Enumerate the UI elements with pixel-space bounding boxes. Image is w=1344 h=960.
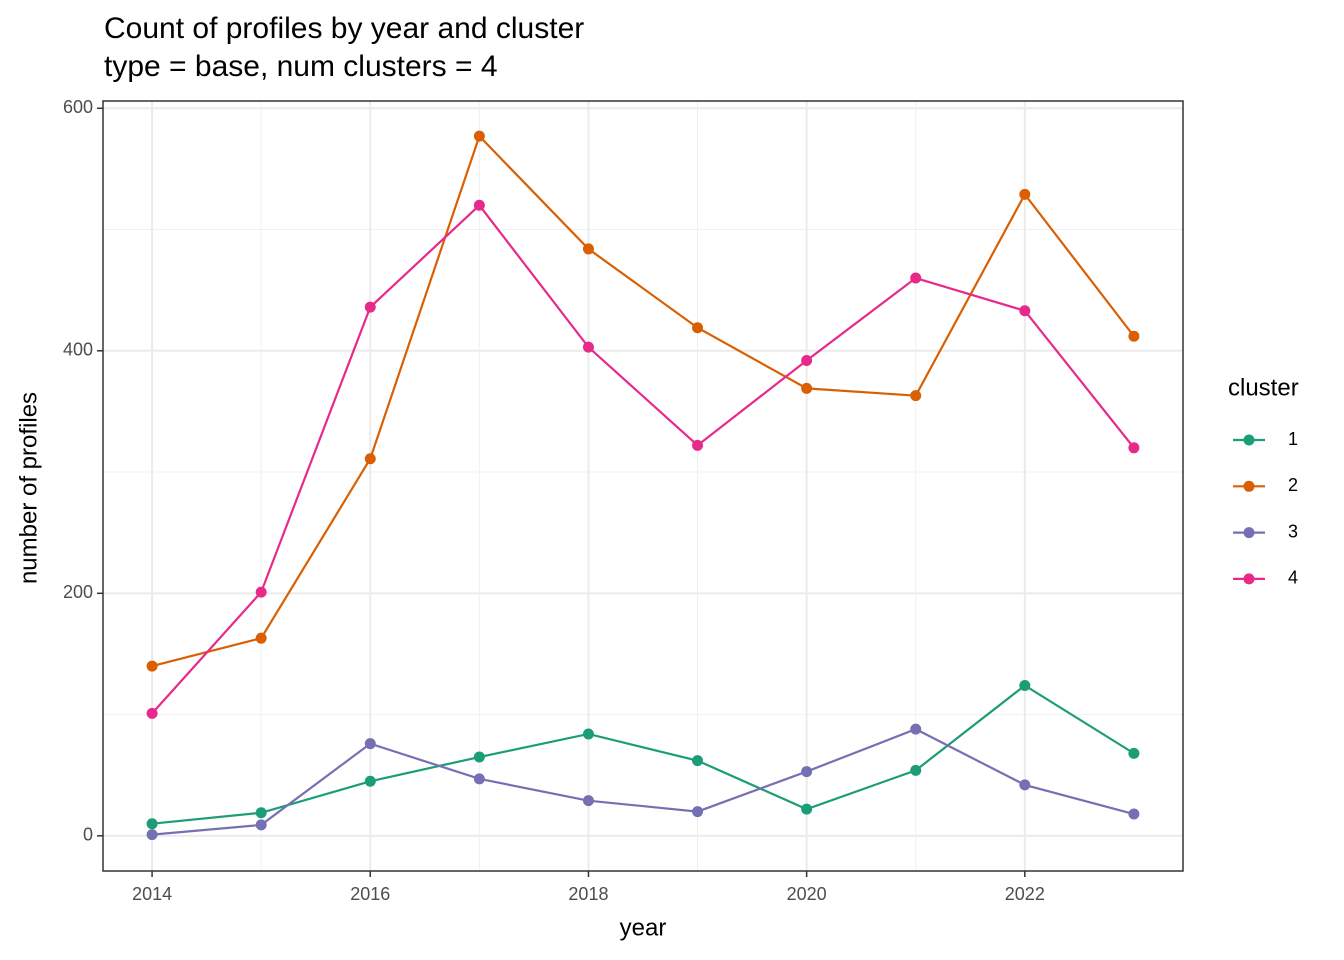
data-point — [255, 807, 267, 819]
series-line — [151, 203, 1135, 715]
data-point — [1019, 679, 1031, 691]
data-point — [146, 829, 158, 841]
x-axis-title: year — [620, 914, 667, 941]
data-point — [692, 439, 704, 451]
legend-key-point — [1243, 573, 1255, 585]
legend-label: 4 — [1288, 568, 1298, 588]
data-point — [255, 586, 267, 598]
chart-title: Count of profiles by year and cluster — [104, 12, 584, 45]
legend-label: 3 — [1288, 521, 1298, 541]
chart-subtitle: type = base, num clusters = 4 — [104, 50, 498, 83]
data-point — [1128, 808, 1140, 820]
data-point — [473, 773, 485, 785]
x-tick-label: 2022 — [1005, 884, 1045, 904]
x-tick-label: 2016 — [350, 884, 390, 904]
data-point — [1128, 442, 1140, 454]
y-axis-title: number of profiles — [15, 392, 42, 584]
data-point — [582, 243, 594, 255]
data-point — [801, 766, 813, 778]
data-point — [582, 795, 594, 807]
data-point — [146, 818, 158, 830]
data-point — [1019, 779, 1031, 791]
plot-border — [102, 100, 1184, 872]
data-point — [255, 819, 267, 831]
legend-key-point — [1243, 480, 1255, 492]
data-point — [473, 199, 485, 211]
data-point — [473, 130, 485, 142]
x-tick-label: 2014 — [132, 884, 172, 904]
data-point — [910, 390, 922, 402]
data-point — [364, 301, 376, 313]
data-point — [692, 806, 704, 818]
y-tick-label: 200 — [63, 582, 93, 602]
data-point — [146, 660, 158, 672]
data-point — [801, 354, 813, 366]
data-point — [1019, 188, 1031, 200]
series-line — [151, 727, 1135, 836]
data-point — [1019, 305, 1031, 317]
data-point — [692, 322, 704, 334]
data-point — [146, 707, 158, 719]
legend-key-point — [1243, 527, 1255, 539]
legend-title: cluster — [1228, 374, 1299, 401]
data-point — [473, 751, 485, 763]
legend-label: 1 — [1288, 429, 1298, 449]
x-tick-label: 2018 — [568, 884, 608, 904]
legend-key-point — [1243, 434, 1255, 446]
x-tick-label: 2020 — [787, 884, 827, 904]
data-point — [364, 775, 376, 787]
data-point — [692, 755, 704, 767]
data-point — [582, 341, 594, 353]
y-tick-label: 400 — [63, 340, 93, 360]
y-tick-label: 600 — [63, 97, 93, 117]
data-point — [1128, 747, 1140, 759]
series-line — [151, 684, 1135, 825]
data-point — [364, 453, 376, 465]
data-point — [801, 803, 813, 815]
y-tick-label: 0 — [83, 825, 93, 845]
data-point — [910, 272, 922, 284]
data-point — [910, 764, 922, 776]
data-point — [801, 382, 813, 394]
legend-label: 2 — [1288, 475, 1298, 495]
data-point — [255, 632, 267, 644]
data-point — [582, 728, 594, 740]
data-point — [364, 738, 376, 750]
data-point — [910, 723, 922, 735]
data-point — [1128, 330, 1140, 342]
